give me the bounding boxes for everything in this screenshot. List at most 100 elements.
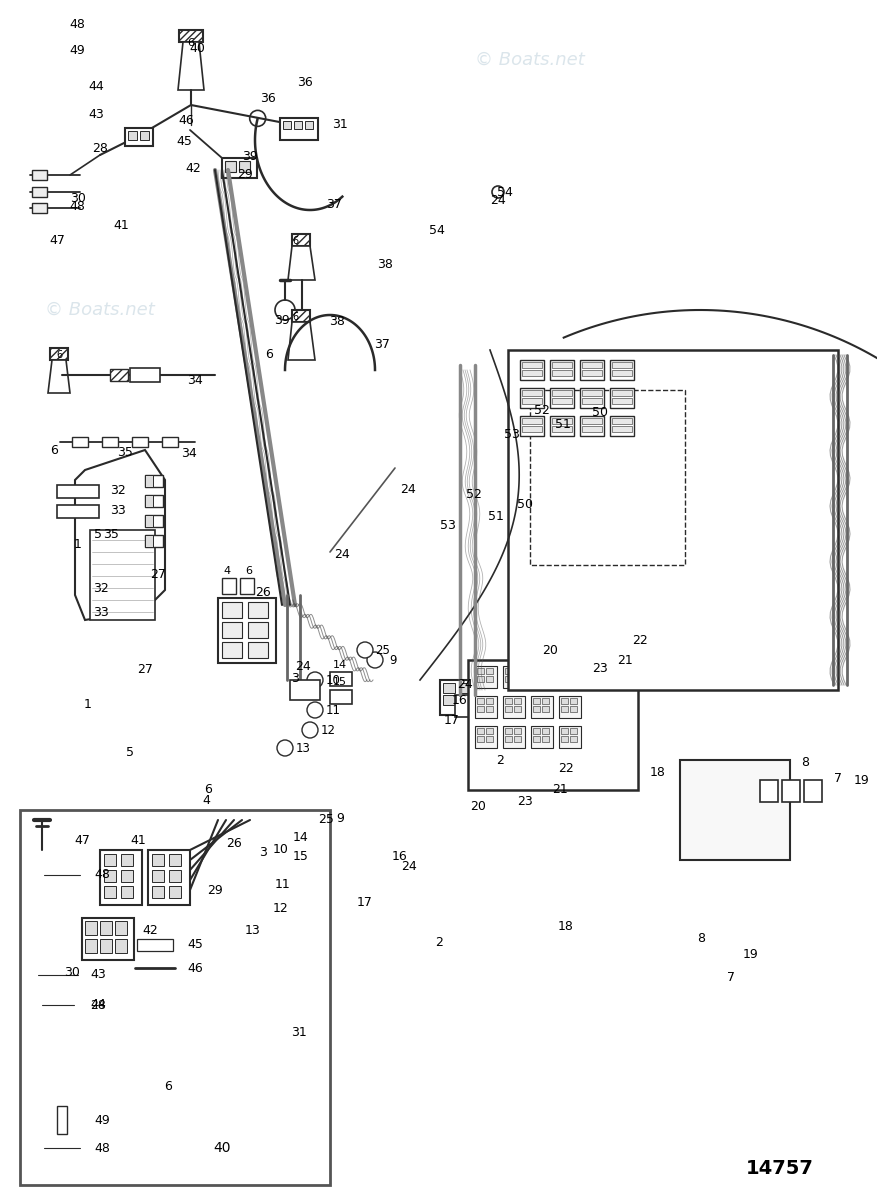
Text: 11: 11 (275, 878, 290, 890)
Bar (282, 121, 290, 128)
Text: 46: 46 (178, 114, 194, 126)
Bar (476, 698, 483, 704)
Text: 6: 6 (51, 444, 58, 456)
Bar (486, 698, 493, 704)
Text: 48: 48 (94, 869, 110, 882)
Text: 8: 8 (800, 756, 808, 768)
Bar (102, 437, 118, 446)
Bar (239, 161, 250, 172)
Bar (32, 187, 47, 197)
Bar (610, 360, 633, 380)
Polygon shape (288, 322, 315, 360)
Bar (330, 690, 352, 704)
Text: 35: 35 (117, 446, 132, 460)
Bar (474, 666, 496, 688)
Bar (152, 886, 164, 898)
Bar (454, 695, 473, 716)
Ellipse shape (276, 740, 293, 756)
Bar (57, 505, 99, 518)
Bar (560, 668, 567, 674)
Bar (504, 706, 511, 712)
Bar (513, 728, 520, 734)
Text: 42: 42 (185, 162, 201, 174)
Text: 10: 10 (325, 673, 340, 686)
Bar (145, 515, 163, 527)
Ellipse shape (236, 814, 247, 826)
Text: 19: 19 (742, 948, 758, 960)
Bar (560, 736, 567, 742)
Bar (559, 696, 581, 718)
Ellipse shape (59, 1145, 65, 1151)
Bar (611, 398, 631, 404)
Bar (549, 416, 574, 436)
Ellipse shape (367, 652, 382, 668)
Text: 6: 6 (56, 350, 62, 360)
Text: 48: 48 (69, 200, 85, 212)
Bar (486, 706, 493, 712)
Bar (552, 390, 571, 396)
Text: 14: 14 (332, 660, 346, 670)
Bar (130, 368, 160, 382)
Text: © Boats.net: © Boats.net (45, 301, 154, 319)
Text: 25: 25 (375, 643, 390, 656)
Text: 2: 2 (435, 936, 442, 948)
Ellipse shape (765, 793, 771, 799)
Bar (168, 854, 181, 866)
Bar (513, 676, 520, 682)
Bar (560, 728, 567, 734)
Bar (443, 695, 454, 704)
Bar (522, 362, 541, 368)
Text: 54: 54 (429, 224, 445, 236)
Text: 9: 9 (337, 812, 344, 824)
Bar (504, 668, 511, 674)
Text: 6: 6 (292, 236, 297, 246)
Ellipse shape (357, 642, 373, 658)
Bar (145, 475, 163, 487)
Text: 45: 45 (176, 136, 192, 148)
Bar (549, 388, 574, 408)
Bar (611, 390, 631, 396)
Bar (580, 388, 603, 408)
Bar (474, 696, 496, 718)
Bar (532, 668, 539, 674)
Bar (474, 683, 487, 692)
Bar (519, 416, 544, 436)
Ellipse shape (787, 793, 793, 799)
Bar (132, 437, 148, 446)
Bar (32, 203, 47, 214)
Bar (569, 698, 576, 704)
Text: 48: 48 (69, 18, 85, 30)
Text: 15: 15 (332, 677, 346, 686)
Bar (803, 780, 821, 802)
Bar (168, 886, 181, 898)
Bar (532, 728, 539, 734)
Bar (611, 370, 631, 376)
Bar (115, 938, 127, 953)
Bar (486, 668, 493, 674)
Text: 29: 29 (207, 884, 223, 896)
Text: 31: 31 (290, 1026, 306, 1038)
Bar (759, 780, 777, 802)
Bar (781, 780, 799, 802)
Bar (225, 161, 236, 172)
Text: 6: 6 (188, 38, 195, 48)
Text: 15: 15 (292, 851, 308, 863)
Bar (532, 706, 539, 712)
Text: 6: 6 (204, 784, 211, 796)
Text: 46: 46 (187, 961, 203, 974)
Text: 47: 47 (74, 834, 89, 846)
Bar (110, 370, 128, 382)
Bar (504, 676, 511, 682)
Bar (121, 886, 132, 898)
Bar (145, 475, 153, 487)
Bar (152, 870, 164, 882)
Bar (294, 121, 302, 128)
Bar (552, 362, 571, 368)
Bar (239, 578, 253, 594)
Text: 24: 24 (401, 860, 417, 872)
Text: 32: 32 (93, 582, 109, 594)
Text: 39: 39 (242, 150, 258, 162)
Text: 52: 52 (533, 403, 549, 416)
Bar (121, 870, 132, 882)
Bar (330, 672, 352, 686)
